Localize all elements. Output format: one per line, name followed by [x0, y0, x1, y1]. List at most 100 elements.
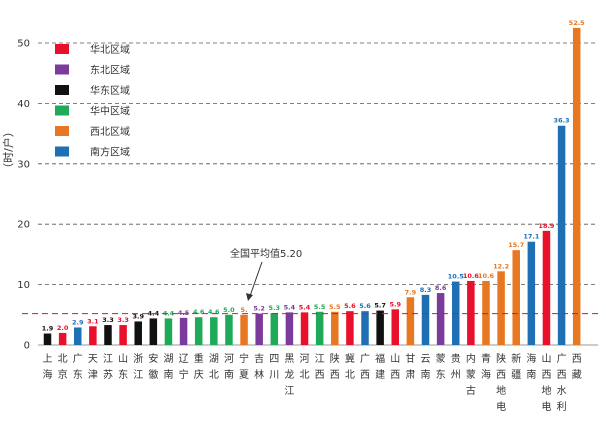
bar-value-label: 12.2: [493, 262, 509, 270]
legend-swatch: [55, 146, 69, 157]
category-label: 山西: [390, 353, 400, 381]
category-label: 江苏: [103, 353, 113, 381]
category-label: 吉林: [254, 353, 264, 381]
bar-value-label: 5.4: [299, 303, 311, 311]
legend-label: 华东区域: [90, 84, 130, 97]
bar-value-label: 3.1: [87, 317, 99, 325]
bar: [179, 317, 188, 345]
category-label: 四川: [269, 354, 279, 381]
bar: [406, 297, 415, 345]
bar-value-label: 4.6: [193, 308, 205, 316]
bar-value-label: 5.5: [329, 303, 341, 311]
bar: [270, 312, 279, 345]
bar-value-label: 8.3: [420, 286, 432, 294]
category-label: 上海: [43, 353, 53, 381]
bar-value-label: 7.9: [405, 288, 417, 296]
bar-value-label: 3.9: [132, 312, 144, 320]
category-label: 甘肃: [405, 352, 415, 381]
bar-value-label: 17.1: [523, 233, 540, 241]
y-tick-label: 0: [24, 341, 30, 352]
bar: [436, 293, 445, 345]
category-label: 河南: [224, 353, 234, 381]
legend-label: 华中区域: [90, 105, 130, 118]
category-label: 山东: [118, 353, 128, 381]
category-label: 福建: [375, 352, 385, 381]
category-label: 蒙东: [436, 352, 446, 381]
category-label: 山西地电: [541, 353, 551, 413]
legend-swatch: [55, 64, 69, 75]
category-label: 云南: [421, 354, 431, 381]
bar: [89, 326, 97, 345]
bar-value-label: 5.6: [359, 302, 371, 310]
bar-value-label: 5.4: [284, 303, 296, 311]
legend-swatch: [55, 105, 69, 116]
bar: [240, 314, 248, 345]
bar-value-label: 5.3: [269, 304, 281, 312]
category-label: 河北: [300, 353, 310, 381]
bar: [43, 333, 52, 345]
bar-value-label: 4.6: [208, 308, 220, 316]
bar: [134, 321, 142, 345]
category-label: 西藏: [572, 354, 582, 381]
bar: [542, 230, 551, 345]
category-label: 内蒙古: [466, 352, 476, 397]
legend-swatch: [55, 85, 69, 95]
y-axis: 0 10 20 30 40 50: [17, 39, 30, 352]
bar-value-label: 5.9: [390, 300, 402, 308]
bar: [285, 312, 294, 345]
bar: [104, 325, 112, 345]
bar-value-label: 18.9: [538, 222, 555, 230]
bar: [149, 318, 158, 345]
bar: [331, 311, 339, 345]
bar-value-label: 52.5: [569, 19, 586, 27]
bar-value-label: 5.2: [253, 305, 265, 313]
bar: [482, 280, 490, 345]
y-tick-label: 40: [17, 99, 30, 110]
bar: [512, 250, 520, 345]
category-label: 广东: [73, 353, 83, 381]
bar: [572, 27, 581, 346]
bar: [58, 332, 67, 345]
bar-value-label: 10.6: [478, 272, 495, 280]
average-line-group: 全国平均值5.20: [22, 247, 598, 315]
category-label: 陕西: [330, 352, 340, 381]
category-label: 江西: [315, 353, 325, 381]
bar-value-label: 5.7: [374, 302, 386, 310]
bar: [391, 309, 400, 345]
average-label: 全国平均值5.20: [230, 247, 302, 260]
legend-label: 南方区域: [90, 146, 130, 159]
bar: [225, 314, 233, 345]
y-tick-label: 10: [17, 280, 30, 291]
bar: [557, 125, 566, 345]
y-tick-label: 30: [17, 159, 30, 170]
bar-value-label: 15.7: [508, 241, 524, 249]
bar-value-label: 8.6: [435, 284, 447, 292]
category-label: 陕西地电: [496, 352, 506, 413]
bar-value-label: 2.9: [72, 318, 84, 326]
y-axis-label: （时/户）: [1, 126, 15, 174]
bar: [315, 311, 324, 345]
bar: [376, 310, 384, 345]
bar: [361, 311, 369, 345]
bar-value-label: 36.3: [554, 117, 570, 125]
category-label: 浙江: [133, 353, 143, 381]
category-label: 冀北: [345, 352, 355, 381]
category-label: 贵州: [451, 352, 461, 381]
value-labels: 1.9 2.02.9 3.1 3.3 3.3 3.9 4.4 4.4 4.5 4.6 4.6 5.0 5…: [42, 19, 585, 333]
bar-value-label: 5.0: [223, 306, 235, 314]
legend-label: 东北区域: [90, 64, 130, 77]
bar: [210, 317, 218, 345]
y-tick-label: 20: [17, 220, 30, 231]
legend-label: 华北区域: [90, 43, 130, 56]
legend-label: 西北区域: [90, 125, 130, 138]
y-tick-label: 50: [17, 39, 30, 50]
category-label: 广西: [360, 353, 370, 381]
bar-value-label: 3.3: [117, 316, 129, 324]
category-label: 湖北: [209, 353, 219, 381]
category-label: 天津: [88, 354, 98, 381]
bar: [119, 325, 127, 345]
category-label: 安徽: [148, 352, 158, 381]
bar: [467, 280, 475, 345]
legend-swatch: [55, 44, 69, 54]
